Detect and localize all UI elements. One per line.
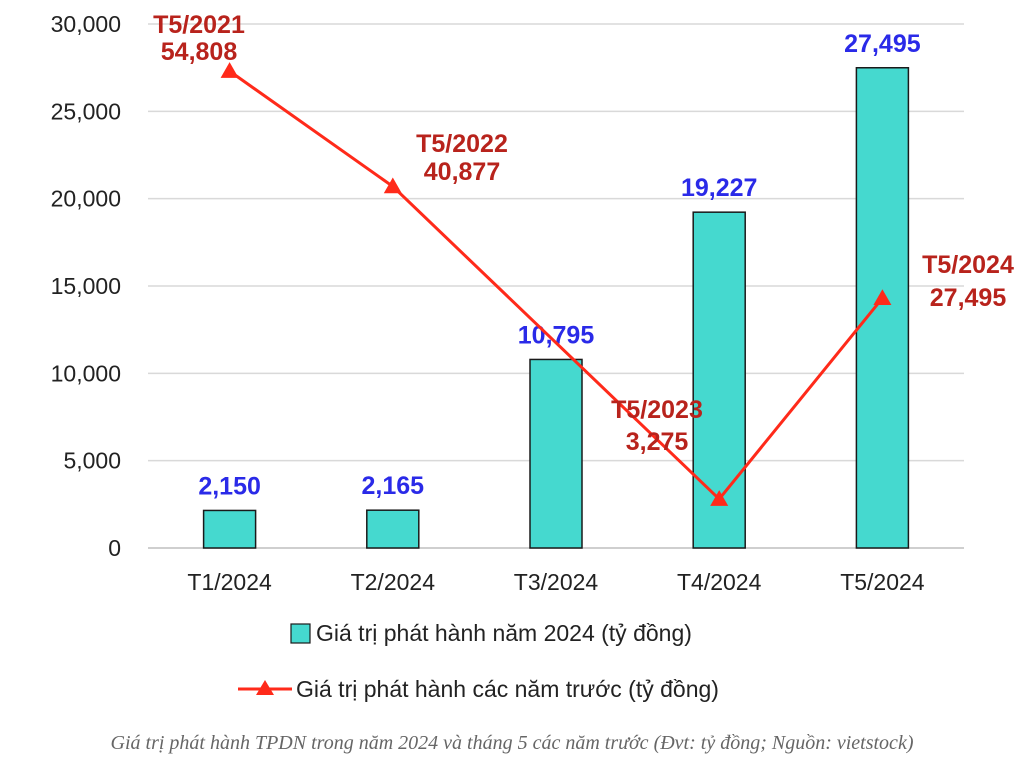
y-tick-label: 15,000 [51, 273, 121, 299]
y-tick-label: 20,000 [51, 186, 121, 212]
annotation-value: 27,495 [930, 284, 1007, 312]
line-point-marker [710, 490, 729, 506]
annotation-period: T5/2024 [922, 251, 1014, 279]
annotation-value: 3,275 [626, 428, 689, 456]
x-tick-label: T1/2024 [187, 569, 272, 595]
annotation-value: 40,877 [424, 158, 500, 186]
x-tick-label: T5/2024 [840, 569, 925, 595]
bar-value-label: 10,795 [518, 321, 595, 349]
y-tick-label: 0 [108, 535, 121, 561]
series-line [228, 69, 884, 502]
bar-value-label: 27,495 [844, 30, 921, 58]
chart-caption: Giá trị phát hành TPDN trong năm 2024 và… [110, 732, 914, 754]
legend-bar-label: Giá trị phát hành năm 2024 (tỷ đồng) [316, 620, 692, 646]
y-tick-label: 5,000 [63, 448, 121, 474]
y-tick-label: 30,000 [51, 11, 121, 37]
line-point-marker [220, 62, 239, 78]
x-tick-label: T4/2024 [677, 569, 762, 595]
bar-value-label: 2,150 [198, 472, 261, 500]
x-tick-label: T3/2024 [514, 569, 599, 595]
legend-line-label: Giá trị phát hành các năm trước (tỷ đồng… [296, 676, 719, 702]
bar [855, 67, 910, 549]
y-tick-label: 10,000 [51, 360, 121, 386]
line-point-marker [873, 289, 892, 305]
bar [366, 509, 420, 549]
bar-value-label: 2,165 [362, 472, 425, 500]
annotation-period: T5/2023 [611, 396, 703, 424]
bar [202, 509, 257, 549]
annotation-value: 54,808 [161, 38, 238, 66]
legend-line-marker [256, 680, 274, 695]
annotation-period: T5/2021 [153, 11, 245, 39]
line-point-marker [383, 177, 402, 194]
annotation-period: T5/2022 [416, 130, 508, 158]
chart-figure: 0 5,000 10,000 15,000 20,000 25,000 30,000 2,15… [51, 11, 1014, 702]
x-tick-label: T2/2024 [351, 569, 436, 595]
legend-bar-swatch [290, 623, 311, 644]
y-tick-label: 25,000 [51, 98, 121, 124]
bar-value-label: 19,227 [681, 174, 757, 202]
bar [529, 358, 583, 549]
